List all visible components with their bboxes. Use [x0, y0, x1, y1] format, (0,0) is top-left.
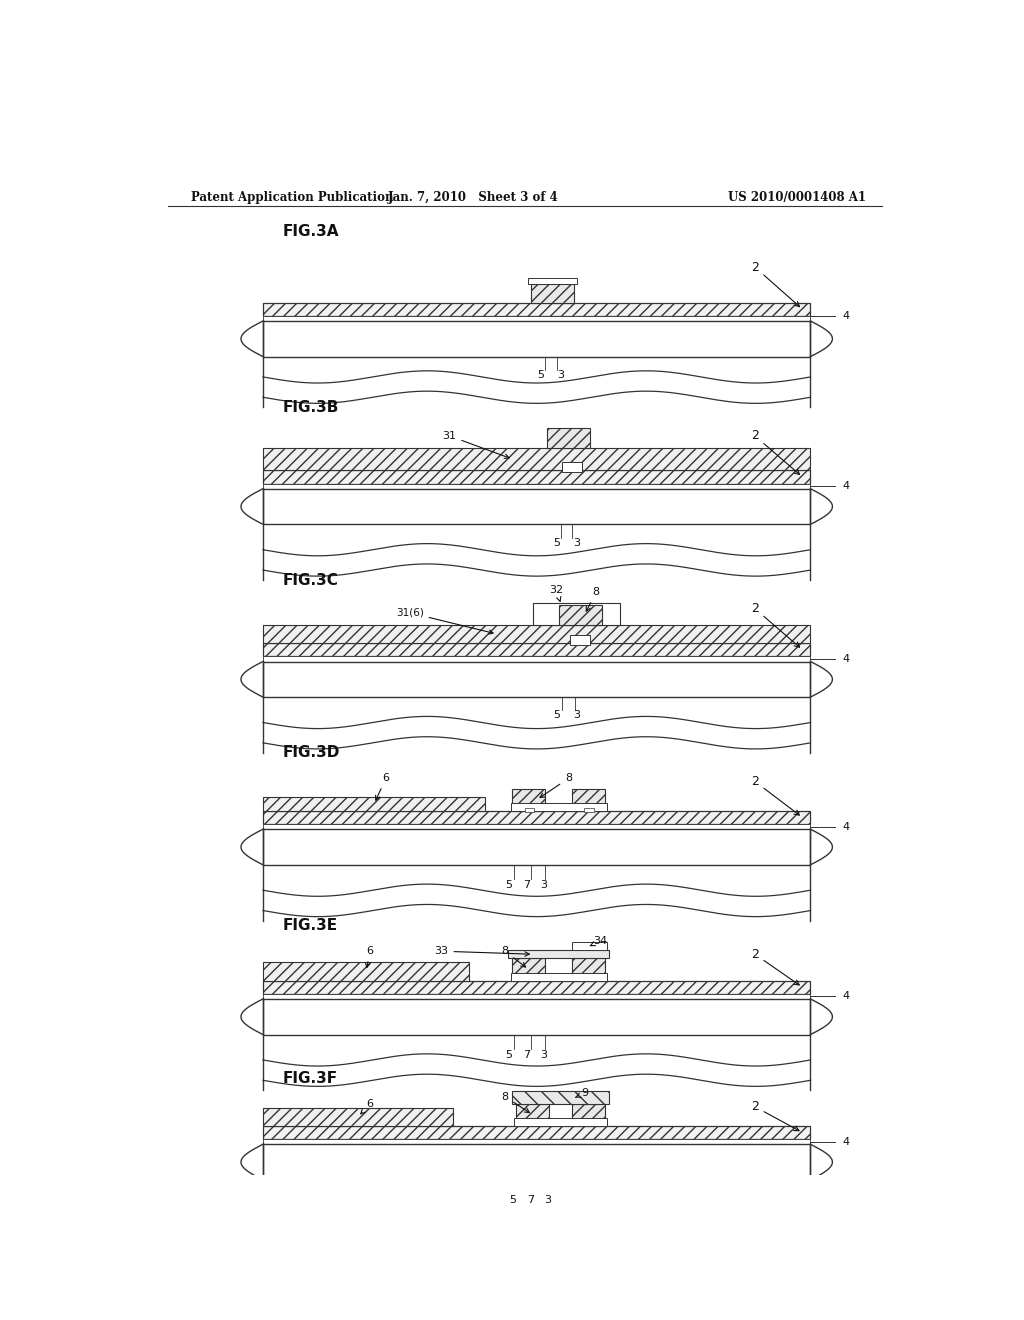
Bar: [263, 302, 811, 315]
Bar: [263, 810, 811, 824]
Text: 8: 8: [586, 587, 600, 611]
Text: 4: 4: [843, 821, 850, 832]
Text: 8: 8: [502, 1092, 529, 1113]
Text: FIG.3B: FIG.3B: [283, 400, 339, 414]
Bar: [547, 428, 590, 447]
Text: 4: 4: [843, 991, 850, 1002]
Text: 2: 2: [751, 775, 800, 816]
Text: 9: 9: [575, 1089, 588, 1098]
Text: 5: 5: [506, 880, 512, 890]
Text: 3: 3: [557, 370, 564, 380]
Text: 31: 31: [442, 430, 509, 458]
Bar: [512, 958, 546, 981]
Text: 3: 3: [572, 710, 580, 721]
Bar: [511, 803, 606, 810]
Bar: [263, 1139, 811, 1144]
Text: Patent Application Publication: Patent Application Publication: [191, 190, 394, 203]
Bar: [263, 999, 811, 1035]
Text: 32: 32: [550, 585, 563, 602]
Bar: [571, 1104, 605, 1126]
Bar: [530, 284, 574, 302]
Text: 3: 3: [572, 537, 580, 548]
Bar: [585, 808, 594, 812]
Bar: [263, 824, 811, 829]
Bar: [570, 635, 590, 645]
Text: 4: 4: [843, 482, 850, 491]
Bar: [263, 488, 811, 524]
Bar: [524, 808, 535, 812]
Bar: [516, 1104, 550, 1126]
Bar: [263, 661, 811, 697]
Bar: [263, 962, 469, 981]
Text: 5: 5: [553, 537, 560, 548]
Text: 7: 7: [523, 880, 530, 890]
Bar: [528, 279, 577, 284]
Bar: [263, 483, 811, 488]
Bar: [512, 788, 546, 810]
Text: 3: 3: [541, 880, 548, 890]
Bar: [263, 994, 811, 999]
Text: 31(6): 31(6): [396, 607, 494, 634]
Bar: [571, 788, 605, 810]
Text: 6: 6: [366, 946, 374, 968]
Bar: [511, 973, 606, 981]
Text: 4: 4: [843, 1137, 850, 1147]
Text: 7: 7: [526, 1195, 534, 1205]
Bar: [532, 602, 620, 624]
Bar: [512, 1092, 609, 1104]
Bar: [558, 605, 602, 624]
Bar: [263, 797, 485, 810]
Text: 2: 2: [751, 1100, 799, 1131]
Bar: [263, 981, 811, 994]
Bar: [263, 643, 811, 656]
Text: 2: 2: [751, 260, 800, 306]
Bar: [562, 462, 582, 473]
Text: 2: 2: [751, 948, 800, 985]
Bar: [263, 321, 811, 356]
Text: Jan. 7, 2010   Sheet 3 of 4: Jan. 7, 2010 Sheet 3 of 4: [388, 190, 558, 203]
Bar: [571, 958, 605, 981]
Bar: [263, 470, 811, 483]
Bar: [263, 1144, 811, 1180]
Text: FIG.3F: FIG.3F: [283, 1071, 338, 1086]
Bar: [263, 656, 811, 661]
Bar: [571, 942, 607, 950]
Text: 5: 5: [509, 1195, 516, 1205]
Text: US 2010/0001408 A1: US 2010/0001408 A1: [728, 190, 866, 203]
Text: 4: 4: [843, 653, 850, 664]
Bar: [263, 624, 811, 643]
Text: 6: 6: [360, 1098, 374, 1114]
Text: 4: 4: [843, 312, 850, 321]
Text: FIG.3E: FIG.3E: [283, 919, 338, 933]
Text: 33: 33: [434, 946, 529, 956]
Text: 8: 8: [502, 946, 525, 968]
Text: 2: 2: [751, 429, 800, 474]
Text: 8: 8: [540, 774, 572, 797]
Text: 2: 2: [751, 602, 800, 647]
Bar: [263, 1107, 454, 1126]
Text: 7: 7: [523, 1049, 530, 1060]
Bar: [263, 315, 811, 321]
Text: FIG.3C: FIG.3C: [283, 573, 339, 587]
Bar: [263, 829, 811, 865]
Text: 5: 5: [506, 1049, 512, 1060]
Text: 3: 3: [545, 1195, 551, 1205]
Text: FIG.3A: FIG.3A: [283, 224, 339, 239]
Text: 5: 5: [553, 710, 560, 721]
Bar: [514, 1118, 606, 1126]
Text: 6: 6: [376, 774, 389, 800]
Bar: [263, 447, 811, 470]
Bar: [508, 950, 609, 958]
Bar: [263, 1126, 811, 1139]
Text: 34: 34: [590, 936, 607, 946]
Text: 3: 3: [541, 1049, 548, 1060]
Text: FIG.3D: FIG.3D: [283, 746, 340, 760]
Text: 5: 5: [538, 370, 544, 380]
